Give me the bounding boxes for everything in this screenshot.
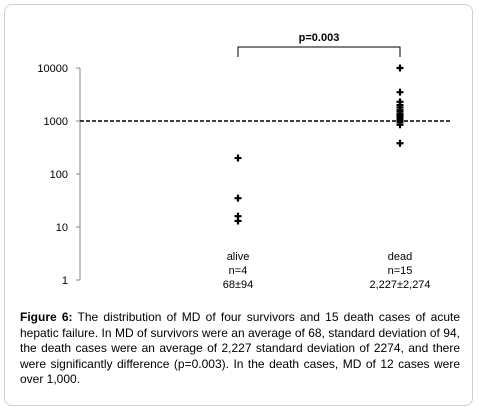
- category-stat: 68±94: [222, 279, 254, 291]
- caption-text: The distribution of MD of four survivors…: [20, 310, 461, 386]
- significance-label: p=0.003: [299, 32, 340, 44]
- data-point-dead: [396, 64, 404, 72]
- category-label-block: alive n=4 68±94: [183, 250, 293, 292]
- figure-caption: Figure 6: The distribution of MD of four…: [20, 310, 460, 388]
- caption-label: Figure 6:: [20, 310, 73, 324]
- category-stat: 2,227±2,274: [369, 279, 431, 291]
- category-label-block: dead n=15 2,227±2,274: [345, 250, 455, 292]
- data-point-alive: [234, 194, 242, 202]
- data-point-alive: [234, 217, 242, 225]
- y-tick-label: 10000: [37, 63, 68, 75]
- figure-frame: [4, 4, 473, 406]
- scatter-plot: 1 10 100 1000 10000 p=0.003: [37, 32, 452, 287]
- y-tick-label: 1: [62, 275, 68, 287]
- y-tick-label: 100: [50, 169, 68, 181]
- data-point-dead: [396, 88, 404, 96]
- y-tick-label: 10: [56, 222, 68, 234]
- category-name: dead: [387, 251, 413, 263]
- y-tick-label: 1000: [44, 116, 68, 128]
- category-count: n=4: [228, 265, 248, 277]
- significance-bracket: [237, 46, 401, 57]
- data-point-alive: [234, 154, 242, 162]
- category-name: alive: [226, 251, 250, 263]
- category-count: n=15: [387, 265, 413, 277]
- data-point-dead: [396, 139, 404, 147]
- data-point-dead: [396, 121, 404, 129]
